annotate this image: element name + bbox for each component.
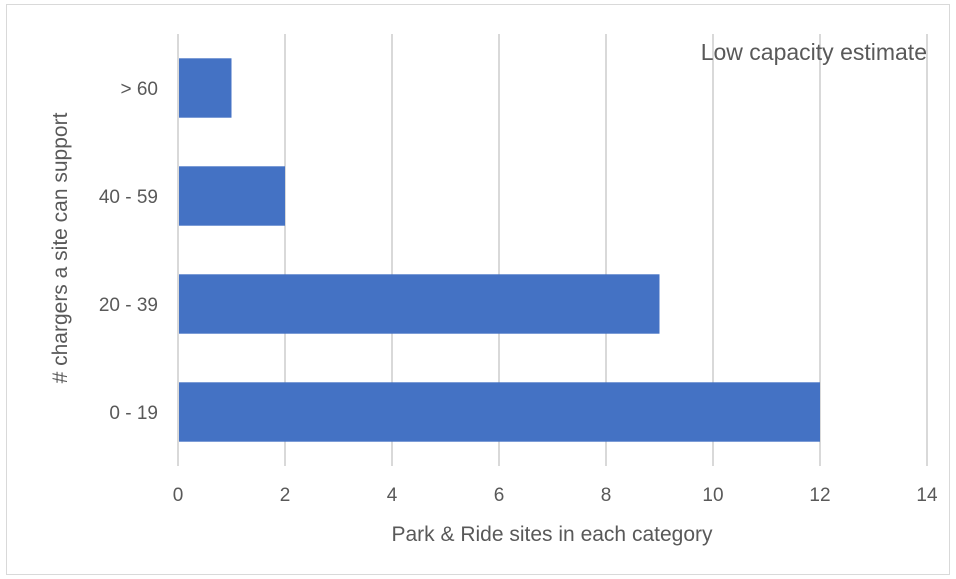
x-tick-label: 4 xyxy=(387,485,398,506)
x-axis-title: Park & Ride sites in each category xyxy=(392,523,713,546)
y-tick-label: 40 - 59 xyxy=(99,187,158,208)
y-tick-label: > 60 xyxy=(120,79,158,100)
x-tick-label: 10 xyxy=(702,485,723,506)
y-tick-labels: 0 - 19 20 - 39 40 - 59 > 60 xyxy=(99,79,158,424)
chart-title: Low capacity estimate xyxy=(701,39,927,65)
x-tick-label: 14 xyxy=(916,485,938,506)
x-tick-label: 8 xyxy=(601,485,612,506)
y-tick-label: 0 - 19 xyxy=(109,403,158,424)
x-tick-label: 6 xyxy=(494,485,505,506)
x-tick-label: 0 xyxy=(173,485,184,506)
x-tick-labels: 0 2 4 6 8 10 12 14 xyxy=(173,485,938,506)
x-tick-label: 2 xyxy=(280,485,291,506)
bar xyxy=(178,274,660,334)
bar xyxy=(178,382,820,442)
bars xyxy=(178,58,820,442)
bar xyxy=(178,166,285,226)
bar xyxy=(178,58,232,118)
y-axis-title: # chargers a site can support xyxy=(49,112,72,383)
x-tick-label: 12 xyxy=(809,485,830,506)
y-tick-label: 20 - 39 xyxy=(99,295,158,316)
